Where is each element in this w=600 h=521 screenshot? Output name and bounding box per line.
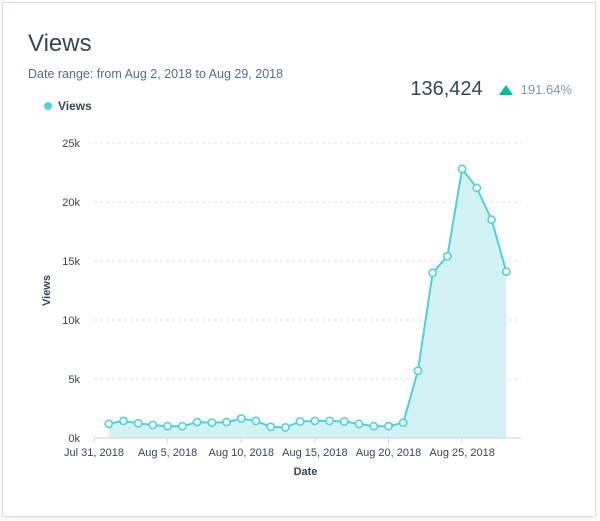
data-point bbox=[148, 420, 158, 430]
x-tick-label: Aug 10, 2018 bbox=[209, 447, 274, 459]
y-tick-label: 0k bbox=[68, 433, 80, 445]
series-points bbox=[104, 164, 511, 432]
area-fill bbox=[108, 168, 507, 438]
data-point bbox=[339, 417, 349, 426]
data-point bbox=[428, 268, 438, 278]
data-point bbox=[413, 366, 423, 376]
total-views-value: 136,424 bbox=[410, 78, 483, 100]
data-point bbox=[487, 215, 496, 225]
x-tick-label: Aug 15, 2018 bbox=[282, 447, 347, 459]
kpi-summary: 136,424 191.64% bbox=[410, 78, 572, 101]
data-point bbox=[281, 422, 290, 432]
legend-marker-icon bbox=[44, 102, 52, 110]
data-point bbox=[133, 418, 143, 428]
x-tick-label: Jul 31, 2018 bbox=[64, 447, 124, 459]
y-tick-label: 25k bbox=[62, 138, 80, 150]
data-point bbox=[501, 267, 511, 277]
data-point bbox=[384, 421, 393, 431]
data-point bbox=[236, 414, 246, 423]
x-tick-label: Aug 5, 2018 bbox=[138, 447, 197, 459]
percent-change-value: 191.64% bbox=[520, 82, 572, 97]
x-tick-label: Aug 25, 2018 bbox=[429, 447, 494, 459]
series-area bbox=[108, 166, 508, 438]
y-tick-label: 5k bbox=[68, 374, 80, 386]
data-point bbox=[192, 417, 202, 427]
data-point bbox=[354, 419, 364, 429]
data-point bbox=[104, 419, 114, 429]
data-point bbox=[442, 251, 452, 261]
data-point bbox=[207, 418, 217, 428]
y-tick-label: 20k bbox=[62, 197, 80, 209]
data-point bbox=[177, 421, 187, 431]
data-point bbox=[163, 421, 173, 431]
date-range-label: Date range: from Aug 2, 2018 to Aug 29, … bbox=[28, 67, 284, 81]
data-point bbox=[251, 416, 261, 426]
y-tick-label: 10k bbox=[62, 315, 80, 327]
report-title: Views bbox=[28, 30, 92, 57]
data-point bbox=[472, 183, 482, 193]
x-axis-title: Date bbox=[294, 466, 318, 478]
data-point bbox=[295, 417, 305, 426]
data-point bbox=[310, 416, 320, 426]
series-line bbox=[108, 166, 508, 429]
data-point bbox=[369, 421, 379, 431]
axes: 0k 5k 10k 15k 20k 25k Jul 31, 2018 Aug 5, 2018 A… bbox=[62, 138, 521, 459]
data-point bbox=[119, 416, 128, 426]
chart-legend[interactable]: Views bbox=[44, 99, 92, 113]
data-point bbox=[325, 416, 334, 426]
data-point bbox=[222, 417, 231, 427]
y-tick-label: 15k bbox=[62, 256, 80, 268]
x-tick-label: Aug 20, 2018 bbox=[356, 447, 421, 459]
legend-label: Views bbox=[58, 99, 92, 113]
y-axis-title: Views bbox=[41, 275, 53, 306]
data-point bbox=[266, 422, 276, 432]
up-arrow-icon bbox=[498, 84, 513, 95]
data-point bbox=[398, 418, 408, 428]
data-point bbox=[457, 164, 467, 174]
